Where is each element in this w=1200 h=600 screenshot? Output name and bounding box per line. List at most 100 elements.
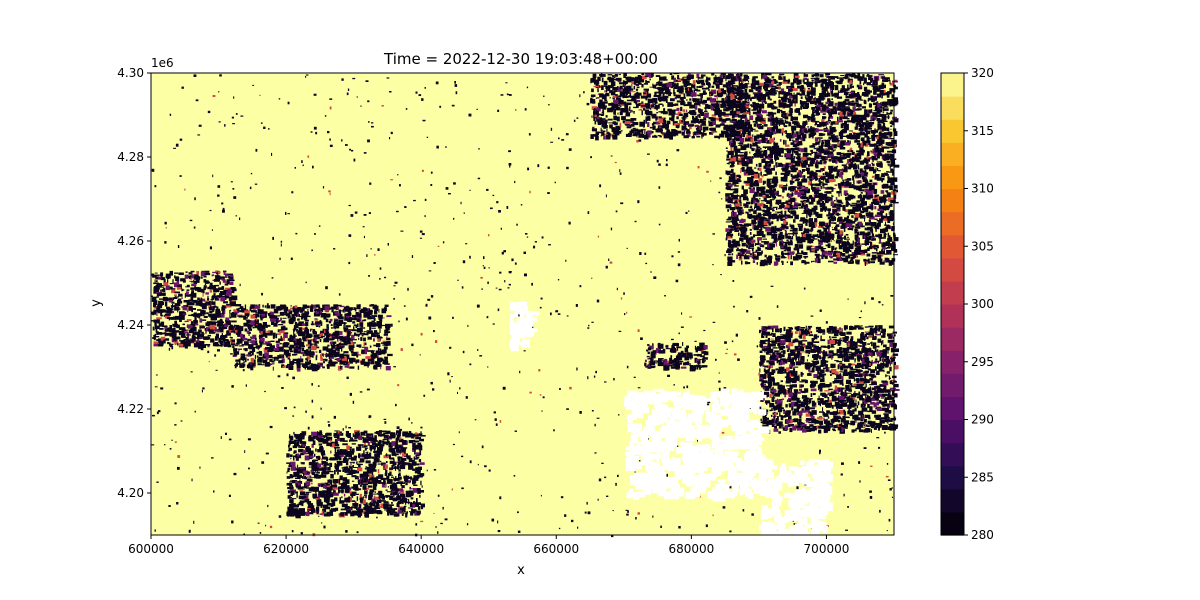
raster-cell <box>856 260 860 265</box>
raster-cell <box>715 117 721 121</box>
raster-cell <box>223 301 228 304</box>
raster-cell <box>731 198 737 201</box>
raster-cell <box>729 134 733 138</box>
raster-cell <box>877 258 883 262</box>
raster-cell <box>803 74 809 77</box>
raster-cell <box>801 85 804 88</box>
raster-cell <box>879 199 883 204</box>
raster-cell <box>157 276 162 279</box>
raster-cell <box>862 159 866 162</box>
raster-cell <box>782 128 784 133</box>
raster-cell <box>832 217 836 221</box>
raster-cell <box>854 229 859 231</box>
raster-cell <box>847 113 853 116</box>
raster-cell <box>747 99 750 101</box>
raster-cell <box>815 120 820 123</box>
raster-cell <box>806 152 808 157</box>
raster-cell <box>768 111 773 117</box>
raster-cell <box>874 195 877 198</box>
raster-cell <box>220 344 223 347</box>
raster-cell <box>732 191 737 194</box>
raster-cell <box>364 347 369 352</box>
raster-cell <box>769 138 775 143</box>
raster-cell <box>844 106 850 108</box>
raster-cell <box>190 321 194 326</box>
raster-cell <box>845 155 851 158</box>
raster-cell <box>795 162 799 167</box>
raster-cell <box>168 300 173 303</box>
raster-cell <box>181 297 183 299</box>
raster-cell <box>811 107 815 110</box>
raster-cell <box>771 178 777 183</box>
raster-cell <box>604 119 608 124</box>
raster-cell <box>849 147 853 152</box>
raster-cell <box>827 101 834 105</box>
raster-cell <box>744 88 748 93</box>
raster-cell <box>818 129 823 132</box>
raster-cell <box>681 131 685 136</box>
raster-cell <box>732 77 735 80</box>
raster-cell <box>785 242 789 244</box>
raster-cell <box>708 89 710 91</box>
raster-cell <box>706 77 711 81</box>
raster-cell <box>883 90 886 94</box>
raster-cell <box>603 125 607 129</box>
raster-cell <box>762 224 766 226</box>
raster-cell <box>815 141 820 145</box>
raster-cell <box>714 107 720 113</box>
raster-cell <box>761 175 764 178</box>
raster-cell <box>796 160 801 164</box>
raster-cell <box>781 224 787 229</box>
raster-cell <box>725 182 731 186</box>
raster-cell <box>231 320 237 323</box>
raster-cell <box>869 157 872 160</box>
raster-cell <box>169 286 173 289</box>
raster-cell <box>834 203 839 206</box>
raster-cell <box>831 194 833 197</box>
raster-cell <box>645 120 647 124</box>
raster-cell <box>758 243 763 246</box>
raster-cell <box>768 190 774 192</box>
raster-cell <box>780 256 786 259</box>
raster-cell <box>229 281 234 285</box>
raster-cell <box>714 135 720 139</box>
raster-cell <box>888 261 893 266</box>
raster-cell <box>853 220 857 222</box>
raster-cell <box>713 78 718 82</box>
raster-cell <box>875 199 880 201</box>
raster-cell <box>819 122 825 127</box>
raster-cell <box>755 163 758 167</box>
raster-cell <box>808 196 812 198</box>
raster-cell <box>631 111 635 113</box>
raster-cell <box>600 74 606 77</box>
raster-cell <box>811 116 813 122</box>
raster-cell <box>690 120 696 124</box>
raster-cell <box>875 157 878 161</box>
raster-cell <box>783 175 788 180</box>
raster-cell <box>891 162 896 167</box>
raster-cell <box>758 126 764 130</box>
raster-cell <box>835 159 838 164</box>
raster-cell <box>196 342 202 346</box>
raster-cell <box>208 313 214 317</box>
raster-cell <box>227 340 230 344</box>
raster-cell <box>161 332 166 335</box>
raster-cell <box>223 305 227 309</box>
raster-cell <box>626 135 629 137</box>
raster-cell <box>694 88 698 91</box>
raster-cell <box>725 221 731 223</box>
raster-cell <box>666 120 671 125</box>
raster-cell <box>791 175 796 179</box>
raster-cell <box>725 97 728 100</box>
raster-cell <box>160 272 164 277</box>
raster-cell <box>190 287 195 290</box>
raster-cell <box>780 103 785 106</box>
raster-cell <box>757 247 761 251</box>
raster-cell <box>637 75 641 80</box>
raster-cell <box>743 93 748 99</box>
raster-cell <box>823 166 826 169</box>
raster-cell <box>731 116 735 119</box>
raster-cell <box>651 116 656 119</box>
raster-cell <box>841 85 845 89</box>
raster-cell <box>865 232 867 237</box>
